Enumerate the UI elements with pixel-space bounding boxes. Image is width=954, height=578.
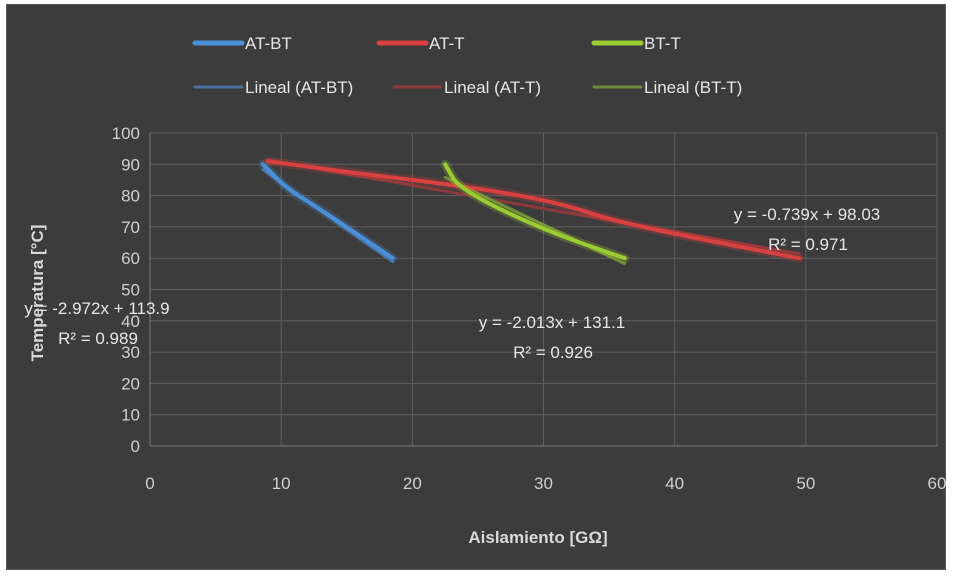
grid — [149, 132, 938, 447]
x-tick-label: 50 — [796, 474, 815, 493]
chart-area: 0 10 20 30 40 50 60 70 80 90 100 0 10 20 30 40 50 60 AT-B… — [6, 4, 946, 570]
y-tick-label: 40 — [121, 312, 140, 331]
y-axis-title: Temperatura [°C] — [28, 225, 47, 362]
series-line-at-t — [266, 159, 802, 261]
equation-lineal-bt-t: y = -2.013x + 131.1 — [479, 313, 626, 332]
legend-label-lineal-at-bt: Lineal (AT-BT) — [245, 78, 353, 97]
tick-labels: 0 10 20 30 40 50 60 70 80 90 100 0 10 20 30 40 50 60 — [112, 124, 947, 493]
y-tick-label: 0 — [131, 437, 140, 456]
y-tick-label: 60 — [121, 249, 140, 268]
equation-lineal-at-t: y = -0.739x + 98.03 — [734, 205, 881, 224]
y-tick-label: 30 — [121, 343, 140, 362]
x-tick-label: 30 — [534, 474, 553, 493]
legend-label-lineal-bt-t: Lineal (BT-T) — [644, 78, 742, 97]
series-lines — [258, 156, 804, 263]
trendline-equations: y = -2.972x + 113.9 R² = 0.989 y = -2.013x… — [24, 205, 880, 362]
equation-lineal-at-bt: y = -2.972x + 113.9 — [24, 299, 169, 318]
y-tick-label: 100 — [112, 124, 140, 143]
y-tick-label: 10 — [121, 406, 140, 425]
x-tick-label: 60 — [928, 474, 947, 493]
r-squared-lineal-at-bt: R² = 0.989 — [58, 329, 138, 348]
y-tick-label: 70 — [121, 218, 140, 237]
r-squared-lineal-bt-t: R² = 0.926 — [513, 343, 593, 362]
x-tick-label: 10 — [272, 474, 291, 493]
y-tick-label: 90 — [121, 155, 140, 174]
y-tick-label: 80 — [121, 187, 140, 206]
series-line-bt-t — [443, 162, 627, 261]
x-axis-title: Aislamiento [GΩ] — [468, 528, 607, 547]
x-tick-label: 20 — [403, 474, 422, 493]
legend-label-at-bt: AT-BT — [245, 34, 292, 53]
x-tick-label: 0 — [145, 474, 154, 493]
y-tick-label: 20 — [121, 374, 140, 393]
trendline-lineal-at-t — [266, 158, 801, 256]
y-tick-label: 50 — [121, 281, 140, 300]
legend: AT-BT AT-T BT-T Lineal (AT-BT) Lineal (AT-T)… — [192, 34, 742, 97]
series-line-at-bt — [260, 162, 395, 261]
legend-label-lineal-at-t: Lineal (AT-T) — [444, 78, 541, 97]
r-squared-lineal-at-t: R² = 0.971 — [768, 235, 848, 254]
x-tick-label: 40 — [665, 474, 684, 493]
line-chart: 0 10 20 30 40 50 60 70 80 90 100 0 10 20 30 40 50 60 AT-B… — [24, 34, 947, 547]
legend-label-at-t: AT-T — [429, 34, 465, 53]
legend-label-bt-t: BT-T — [644, 34, 681, 53]
